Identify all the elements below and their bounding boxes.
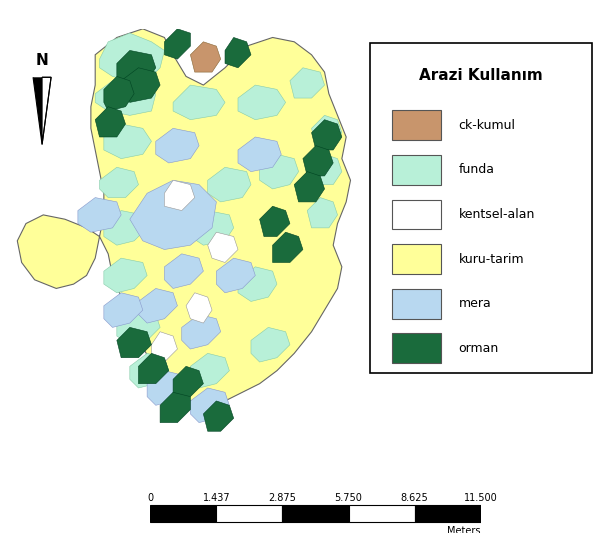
Text: orman: orman bbox=[459, 342, 499, 355]
Text: 5.750: 5.750 bbox=[335, 494, 362, 503]
Polygon shape bbox=[117, 327, 151, 358]
Polygon shape bbox=[307, 198, 338, 228]
Polygon shape bbox=[238, 267, 277, 302]
Polygon shape bbox=[100, 33, 165, 80]
Text: mera: mera bbox=[459, 297, 491, 310]
Polygon shape bbox=[104, 76, 134, 111]
Bar bbox=[392, 155, 441, 185]
Polygon shape bbox=[130, 180, 216, 249]
Polygon shape bbox=[33, 77, 42, 144]
Text: funda: funda bbox=[459, 164, 495, 176]
Polygon shape bbox=[165, 29, 191, 59]
Polygon shape bbox=[238, 137, 281, 172]
Polygon shape bbox=[42, 77, 51, 144]
Polygon shape bbox=[104, 258, 147, 293]
Bar bbox=[392, 289, 441, 319]
Text: 8.625: 8.625 bbox=[401, 494, 429, 503]
Polygon shape bbox=[203, 401, 234, 431]
Polygon shape bbox=[191, 353, 230, 388]
Polygon shape bbox=[216, 258, 255, 293]
Text: kuru-tarim: kuru-tarim bbox=[459, 253, 524, 265]
Polygon shape bbox=[147, 370, 186, 405]
Polygon shape bbox=[260, 155, 299, 189]
Text: 11.500: 11.500 bbox=[464, 494, 498, 503]
Polygon shape bbox=[104, 211, 147, 245]
Polygon shape bbox=[186, 293, 212, 323]
Text: 0: 0 bbox=[147, 494, 153, 503]
Polygon shape bbox=[165, 254, 203, 288]
Polygon shape bbox=[138, 353, 169, 384]
Polygon shape bbox=[117, 51, 156, 85]
Bar bbox=[392, 244, 441, 274]
Polygon shape bbox=[311, 155, 342, 184]
Polygon shape bbox=[117, 310, 160, 345]
Text: kentsel-alan: kentsel-alan bbox=[459, 208, 535, 221]
Polygon shape bbox=[191, 211, 234, 245]
Bar bbox=[216, 505, 282, 522]
Text: N: N bbox=[35, 53, 49, 68]
Polygon shape bbox=[104, 124, 151, 159]
Polygon shape bbox=[238, 85, 285, 120]
Polygon shape bbox=[95, 107, 126, 137]
Text: Meters: Meters bbox=[447, 526, 481, 533]
Polygon shape bbox=[100, 167, 138, 198]
Polygon shape bbox=[208, 167, 251, 202]
Polygon shape bbox=[290, 68, 325, 98]
Polygon shape bbox=[303, 146, 333, 176]
Text: 2.875: 2.875 bbox=[269, 494, 296, 503]
Polygon shape bbox=[95, 80, 156, 115]
Polygon shape bbox=[165, 180, 195, 211]
Polygon shape bbox=[121, 68, 160, 102]
Bar bbox=[150, 505, 216, 522]
Bar bbox=[392, 334, 441, 363]
Polygon shape bbox=[273, 232, 303, 262]
Polygon shape bbox=[17, 29, 350, 405]
Polygon shape bbox=[151, 332, 177, 362]
Polygon shape bbox=[260, 206, 290, 237]
Polygon shape bbox=[294, 172, 325, 202]
Text: 1.437: 1.437 bbox=[203, 494, 230, 503]
Polygon shape bbox=[130, 353, 169, 388]
Polygon shape bbox=[311, 120, 342, 150]
Polygon shape bbox=[251, 327, 290, 362]
Polygon shape bbox=[191, 42, 221, 72]
Polygon shape bbox=[311, 115, 342, 146]
Polygon shape bbox=[104, 293, 143, 327]
Polygon shape bbox=[173, 366, 203, 397]
Text: ck-kumul: ck-kumul bbox=[459, 119, 516, 132]
Polygon shape bbox=[225, 37, 251, 68]
Text: Arazi Kullanım: Arazi Kullanım bbox=[419, 68, 543, 83]
Polygon shape bbox=[208, 232, 238, 262]
Bar bbox=[282, 505, 349, 522]
Polygon shape bbox=[182, 314, 221, 349]
Polygon shape bbox=[191, 388, 230, 423]
Polygon shape bbox=[138, 288, 177, 323]
Polygon shape bbox=[160, 392, 191, 423]
Polygon shape bbox=[156, 128, 199, 163]
Bar bbox=[415, 505, 481, 522]
Bar bbox=[349, 505, 415, 522]
Bar bbox=[392, 110, 441, 140]
Polygon shape bbox=[78, 198, 121, 232]
Bar bbox=[392, 200, 441, 229]
Polygon shape bbox=[173, 85, 225, 120]
